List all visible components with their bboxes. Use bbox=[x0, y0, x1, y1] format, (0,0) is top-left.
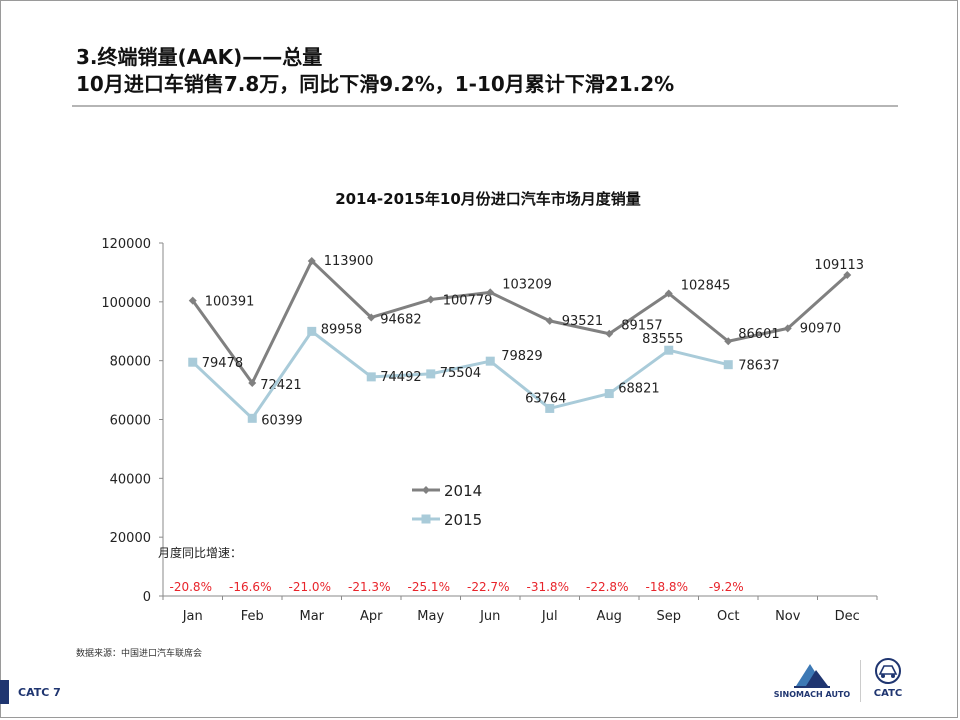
data-label-2014: 90970 bbox=[800, 321, 841, 336]
x-tick-label: Apr bbox=[360, 609, 383, 624]
data-point-2014 bbox=[664, 289, 673, 298]
y-tick-label: 100000 bbox=[101, 296, 151, 311]
heading-divider bbox=[72, 105, 898, 107]
growth-row-label: 月度同比增速： bbox=[158, 545, 242, 560]
data-source-note: 数据来源：中国进口汽车联席会 bbox=[76, 649, 203, 659]
sinomach-auto-logo-text: SINOMACH AUTO bbox=[773, 690, 851, 699]
data-label-2015: 78637 bbox=[738, 359, 779, 374]
data-point-2015 bbox=[664, 345, 674, 355]
data-label-2014: 100779 bbox=[443, 294, 493, 309]
growth-rate-label: -20.8% bbox=[170, 580, 212, 594]
y-tick-label: 20000 bbox=[110, 531, 151, 546]
catc-emblem-icon bbox=[875, 658, 901, 684]
y-tick-label: 0 bbox=[143, 590, 151, 605]
data-label-2015: 68821 bbox=[618, 382, 659, 397]
data-point-2015 bbox=[723, 360, 733, 370]
y-tick-label: 120000 bbox=[101, 237, 151, 252]
data-label-2015: 75504 bbox=[440, 366, 481, 381]
data-label-2015: 89958 bbox=[321, 322, 362, 337]
x-tick-label: May bbox=[417, 609, 444, 624]
data-point-2014 bbox=[307, 256, 316, 265]
data-label-2014: 102845 bbox=[681, 278, 731, 293]
data-label-2014: 93521 bbox=[562, 314, 603, 329]
data-label-2015: 79829 bbox=[501, 349, 542, 364]
data-point-2015 bbox=[545, 403, 555, 413]
data-label-2014: 113900 bbox=[324, 254, 374, 269]
data-point-2014 bbox=[783, 324, 792, 333]
growth-rate-label: -22.7% bbox=[467, 580, 509, 594]
x-tick-label: Oct bbox=[717, 609, 739, 624]
growth-rate-label: -31.8% bbox=[527, 580, 569, 594]
data-point-2014 bbox=[843, 271, 852, 280]
x-tick-label: Nov bbox=[775, 609, 801, 624]
data-point-2014 bbox=[188, 296, 197, 305]
x-tick-label: Feb bbox=[241, 609, 264, 624]
data-point-2015 bbox=[426, 369, 436, 379]
series-line-2015 bbox=[191, 329, 729, 420]
sinomach-auto-logo: SINOMACH AUTO bbox=[772, 656, 852, 704]
data-label-2015: 60399 bbox=[261, 413, 302, 428]
data-point-2014 bbox=[545, 316, 554, 325]
heading-line-2: 10月进口车销售7.8万，同比下滑9.2%，1-10月累计下滑21.2% bbox=[76, 72, 675, 96]
data-label-2015: 79478 bbox=[202, 356, 243, 371]
growth-rate-label: -25.1% bbox=[408, 580, 450, 594]
data-point-2015 bbox=[307, 326, 317, 336]
legend-label-2014: 2014 bbox=[444, 482, 482, 500]
data-label-2015: 83555 bbox=[642, 332, 683, 347]
legend-label-2015: 2015 bbox=[444, 511, 482, 529]
logo-separator bbox=[860, 660, 861, 702]
x-tick-label: Dec bbox=[835, 609, 860, 624]
data-label-2014: 100391 bbox=[205, 295, 255, 310]
legend-marker-2015 bbox=[421, 514, 431, 524]
legend-marker-2014 bbox=[422, 486, 430, 494]
data-point-2015 bbox=[247, 413, 257, 423]
data-point-2014 bbox=[367, 313, 376, 322]
data-point-2014 bbox=[724, 337, 733, 346]
data-label-2014: 89157 bbox=[621, 319, 662, 334]
data-label-2014: 86601 bbox=[738, 327, 779, 342]
data-point-2014 bbox=[426, 295, 435, 304]
y-tick-label: 80000 bbox=[110, 355, 151, 370]
data-label-2014: 103209 bbox=[502, 277, 552, 292]
data-label-2014: 109113 bbox=[814, 258, 864, 273]
data-point-2015 bbox=[485, 356, 495, 366]
data-point-2014 bbox=[486, 288, 495, 297]
mountain-logo-icon bbox=[794, 664, 830, 688]
x-tick-label: Aug bbox=[597, 609, 622, 624]
growth-rate-label: -16.6% bbox=[229, 580, 271, 594]
data-point-2014 bbox=[605, 329, 614, 338]
growth-rate-label: -21.3% bbox=[348, 580, 390, 594]
x-tick-label: Jun bbox=[479, 609, 500, 624]
catc-logo: CATC bbox=[866, 656, 910, 704]
footer-page-label: CATC 7 bbox=[18, 686, 61, 699]
growth-rate-label: -18.8% bbox=[646, 580, 688, 594]
y-tick-label: 60000 bbox=[110, 414, 151, 429]
growth-rate-label: -21.0% bbox=[289, 580, 331, 594]
series-line-2014 bbox=[191, 259, 849, 385]
x-tick-label: Jan bbox=[182, 609, 203, 624]
footer-accent-bar bbox=[0, 680, 9, 704]
data-label-2015: 74492 bbox=[380, 370, 421, 385]
y-tick-label: 40000 bbox=[110, 472, 151, 487]
x-tick-label: Jul bbox=[541, 609, 558, 624]
data-point-2015 bbox=[366, 372, 376, 382]
growth-rate-label: -22.8% bbox=[586, 580, 628, 594]
data-point-2015 bbox=[604, 389, 614, 399]
data-label-2014: 94682 bbox=[380, 312, 421, 327]
data-point-2014 bbox=[248, 378, 257, 387]
data-label-2014: 72421 bbox=[260, 378, 301, 393]
data-point-2015 bbox=[188, 357, 198, 367]
data-label-2015: 63764 bbox=[525, 391, 566, 406]
x-tick-label: Mar bbox=[299, 609, 324, 624]
slide-heading: 3.终端销量(AAK)——总量 10月进口车销售7.8万，同比下滑9.2%，1-… bbox=[76, 44, 674, 98]
growth-rate-label: -9.2% bbox=[709, 580, 744, 594]
x-tick-label: Sep bbox=[656, 609, 681, 624]
catc-logo-text: CATC bbox=[873, 688, 903, 699]
heading-line-1: 3.终端销量(AAK)——总量 bbox=[76, 45, 323, 69]
chart-title: 2014-2015年10月份进口汽车市场月度销量 bbox=[335, 190, 641, 208]
